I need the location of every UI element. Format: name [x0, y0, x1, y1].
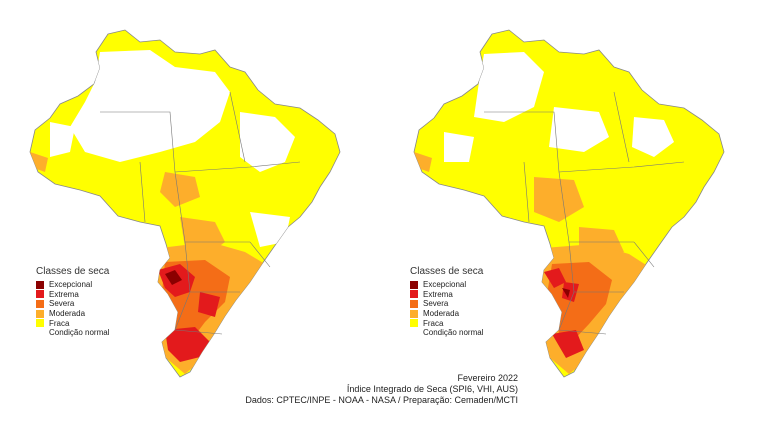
caption-source: Dados: CPTEC/INPE - NOAA - NASA / Prepar… [245, 395, 518, 405]
legend-swatch [410, 328, 418, 337]
legend-label: Condição normal [49, 328, 110, 338]
legend-label: Extrema [423, 289, 453, 299]
legend-swatch [410, 290, 418, 299]
legend-item-normal: Condição normal [410, 328, 483, 338]
legend-item-moderada: Moderada [410, 309, 483, 319]
legend-label: Excepcional [49, 280, 93, 290]
legend-swatch [36, 328, 44, 337]
legend-swatch [36, 299, 44, 308]
caption-date: Fevereiro 2022 [457, 373, 518, 383]
brazil-map-right [413, 29, 725, 378]
legend-swatch [410, 309, 418, 318]
brazil-map-left [29, 29, 341, 378]
legend-label: Severa [49, 299, 75, 309]
drought-map-right [384, 12, 768, 392]
legend-label: Extrema [49, 289, 79, 299]
map-caption: Fevereiro 2022 Índice Integrado de Seca … [245, 373, 518, 406]
legend-title: Classes de seca [36, 266, 110, 277]
caption-index: Índice Integrado de Seca (SPI6, VHI, AUS… [346, 384, 518, 394]
legend-swatch [36, 290, 44, 299]
legend-label: Severa [423, 299, 449, 309]
legend-label: Fraca [423, 318, 444, 328]
legend-item-normal: Condição normal [36, 328, 109, 338]
legend-item-severa: Severa [36, 299, 109, 309]
legend-item-fraca: Fraca [36, 318, 109, 328]
legend-left: Classes de seca Excepcional Extrema Seve… [36, 266, 109, 338]
legend-swatch [36, 319, 44, 328]
legend-swatch [410, 299, 418, 308]
drought-map-left [0, 12, 384, 392]
legend-swatch [410, 280, 418, 289]
legend-item-extrema: Extrema [36, 290, 109, 300]
legend-label: Excepcional [423, 280, 467, 290]
legend-item-fraca: Fraca [410, 318, 483, 328]
legend-title: Classes de seca [410, 266, 484, 277]
legend-swatch [36, 309, 44, 318]
legend-item-extrema: Extrema [410, 290, 483, 300]
legend-label: Condição normal [423, 328, 484, 338]
legend-right: Classes de seca Excepcional Extrema Seve… [410, 266, 483, 338]
legend-item-excepcional: Excepcional [410, 280, 483, 290]
legend-item-moderada: Moderada [36, 309, 109, 319]
legend-label: Moderada [49, 309, 86, 319]
legend-item-excepcional: Excepcional [36, 280, 109, 290]
legend-swatch [410, 319, 418, 328]
legend-swatch [36, 280, 44, 289]
legend-label: Moderada [423, 309, 460, 319]
legend-label: Fraca [49, 318, 70, 328]
legend-item-severa: Severa [410, 299, 483, 309]
